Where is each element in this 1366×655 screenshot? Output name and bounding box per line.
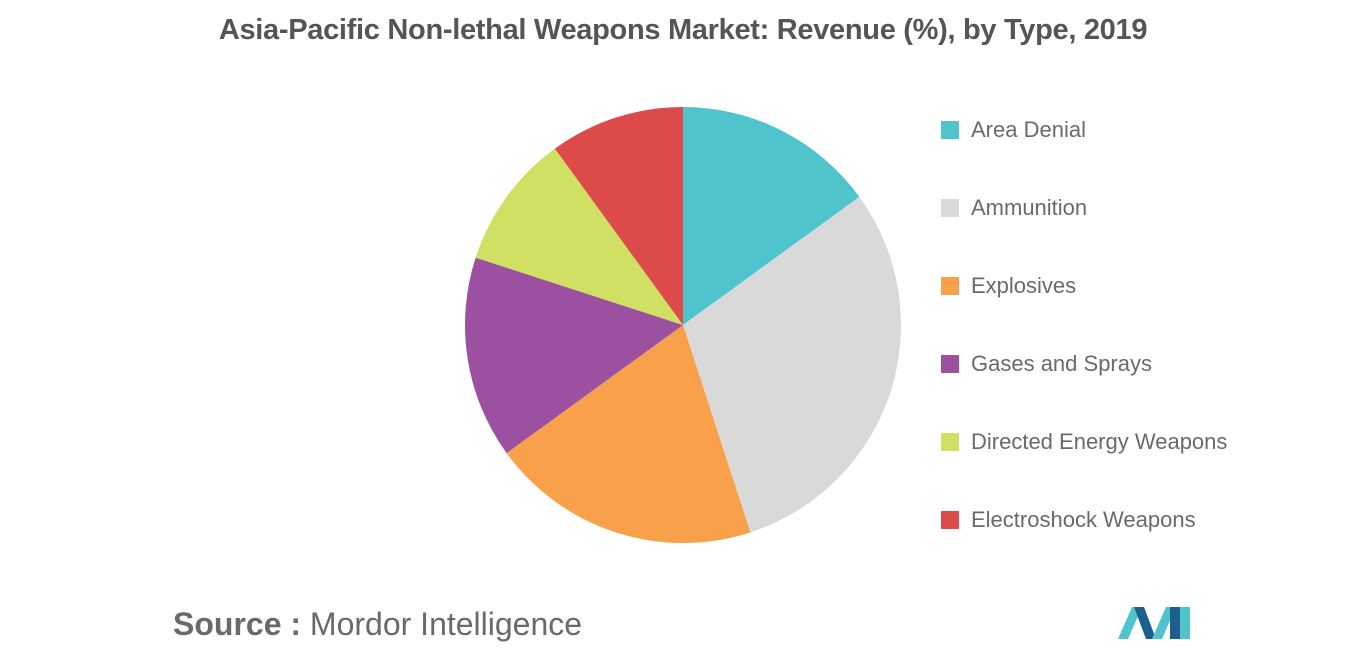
pie-slice-area-denial xyxy=(683,107,860,325)
source-value: Mordor Intelligence xyxy=(309,606,583,642)
pie-slice-ammunition xyxy=(683,196,902,533)
legend-swatch xyxy=(941,511,959,529)
legend-swatch xyxy=(941,277,959,295)
legend-item: Area Denial xyxy=(941,112,1261,148)
legend-swatch xyxy=(941,199,959,217)
legend-label: Area Denial xyxy=(971,117,1086,142)
legend-item: Electroshock Weapons xyxy=(941,502,1261,538)
source-note: Source : Mordor Intelligence xyxy=(173,606,582,643)
chart-title: Asia-Pacific Non-lethal Weapons Market: … xyxy=(218,14,1148,46)
pie-slice-gases-and-sprays xyxy=(465,257,683,454)
legend-swatch xyxy=(941,121,959,139)
legend-swatch xyxy=(941,355,959,373)
pie-slice-explosives xyxy=(506,325,751,543)
pie-slice-directed-energy-weapons xyxy=(475,148,683,325)
legend-item: Explosives xyxy=(941,268,1261,304)
legend-label: Ammunition xyxy=(971,195,1088,220)
legend-swatch xyxy=(941,433,959,451)
legend-label: Explosives xyxy=(971,273,1077,298)
mordor-intelligence-logo-icon xyxy=(1118,607,1190,639)
legend-label: Electroshock Weapons xyxy=(971,507,1196,532)
legend-item: Gases and Sprays xyxy=(941,346,1261,382)
source-label: Source : xyxy=(173,606,302,642)
legend-item: Ammunition xyxy=(941,190,1261,226)
pie-slice-electroshock-weapons xyxy=(554,107,683,325)
legend-label: Directed Energy Weapons xyxy=(971,429,1228,454)
legend-label: Gases and Sprays xyxy=(971,351,1152,376)
legend-item: Directed Energy Weapons xyxy=(941,424,1261,460)
